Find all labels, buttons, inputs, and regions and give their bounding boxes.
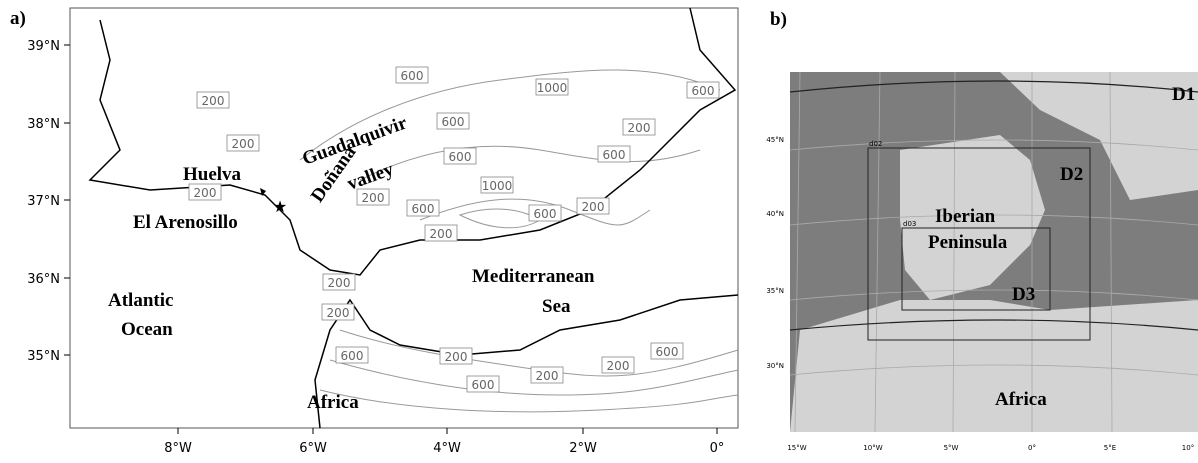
contour-label: 600 [412, 202, 435, 216]
lat-label: 38°N [27, 117, 60, 132]
contour-label: 1000 [482, 179, 513, 193]
contour-label: 200 [430, 227, 453, 241]
contour-label: 200 [232, 137, 255, 151]
contour-label: 600 [534, 207, 557, 221]
domain-tag: d03 [903, 220, 916, 228]
lat-label: 35°N [27, 349, 60, 364]
lat-label: 37°N [27, 194, 60, 209]
domain-label: D2 [1060, 164, 1083, 185]
lon-label: 0° [1028, 444, 1036, 452]
lon-label: 10° [1182, 444, 1194, 452]
contour-label: 600 [656, 345, 679, 359]
lat-label: 35°N [766, 287, 784, 295]
contour-label: 200 [445, 350, 468, 364]
place-label: Sea [542, 296, 571, 317]
domain-label: D1 [1172, 84, 1195, 105]
place-label: Huelva [183, 164, 242, 185]
place-label: Mediterranean [472, 266, 595, 287]
contour-label: 200 [628, 121, 651, 135]
contour-label: 600 [401, 69, 424, 83]
lat-label: 40°N [766, 210, 784, 218]
lon-label: 2°W [569, 441, 597, 456]
contour-label: 200 [327, 306, 350, 320]
lat-label: 36°N [27, 272, 60, 287]
contour-label: 600 [341, 349, 364, 363]
place-label: Iberian [935, 206, 996, 227]
contour-label: 200 [328, 276, 351, 290]
lon-label: 6°W [299, 441, 327, 456]
place-label: Africa [307, 392, 359, 413]
place-label: El Arenosillo [133, 212, 238, 233]
arenosillo-star: ★ [273, 199, 287, 216]
contour-label: 200 [607, 359, 630, 373]
contour-label: 600 [442, 115, 465, 129]
contour-label: 600 [449, 150, 472, 164]
place-label: Africa [995, 389, 1047, 410]
lat-label: 45°N [766, 136, 784, 144]
lon-label: 0° [710, 441, 725, 456]
figure: ★ a) Huelva Doñana Guadalquivir valley E… [0, 0, 1198, 463]
contour-label: 200 [202, 94, 225, 108]
domain-tag: d02 [869, 140, 882, 148]
place-label: Atlantic [108, 290, 173, 311]
contour-label: 600 [692, 84, 715, 98]
contour-label: 200 [362, 191, 385, 205]
place-label: Peninsula [928, 232, 1008, 253]
lon-label: 15°W [787, 444, 806, 452]
contour-label: 200 [194, 186, 217, 200]
panel-tag: a) [10, 8, 26, 29]
contour-label: 600 [603, 148, 626, 162]
contour-label: 200 [582, 200, 605, 214]
lon-label: 10°W [863, 444, 882, 452]
domain-label: D3 [1012, 284, 1035, 305]
lon-label: 4°W [433, 441, 461, 456]
contour-label: 200 [536, 369, 559, 383]
lat-label: 39°N [27, 39, 60, 54]
lon-label: 5°W [944, 444, 959, 452]
contour-label: 1000 [537, 81, 568, 95]
lon-label: 8°W [164, 441, 192, 456]
lat-label: 30°N [766, 362, 784, 370]
place-label: Ocean [121, 319, 173, 340]
panel-tag: b) [770, 9, 787, 30]
lon-label: 5°E [1104, 444, 1116, 452]
contour-label: 600 [472, 378, 495, 392]
